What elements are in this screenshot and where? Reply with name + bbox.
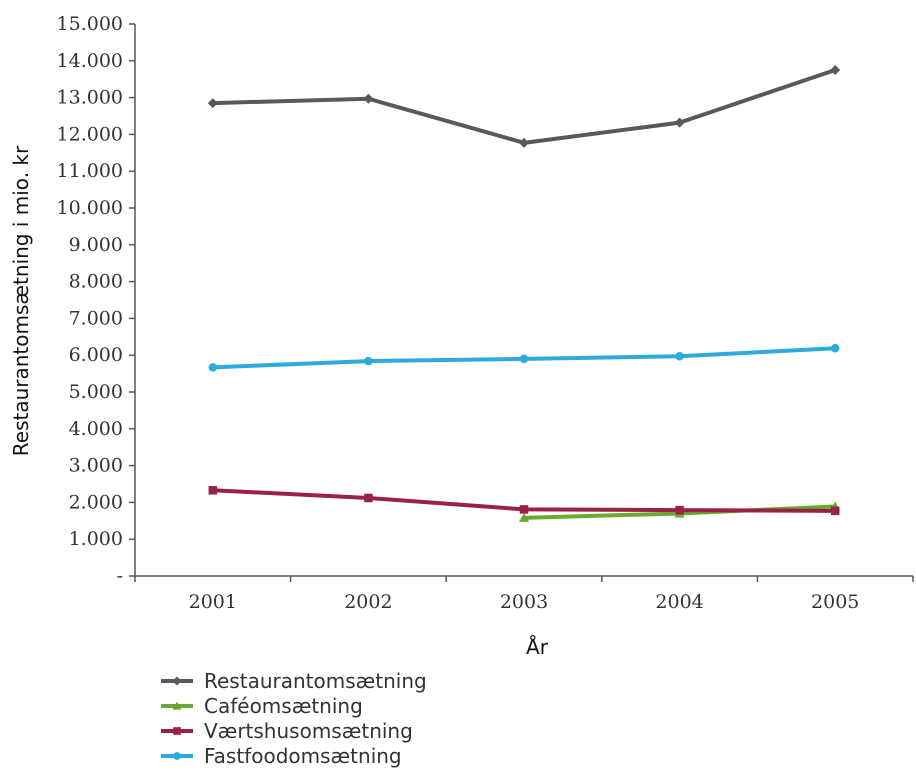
data-point <box>208 363 218 372</box>
legend-item: Restaurantomsætning <box>161 669 427 693</box>
y-tick-label: 14.000 <box>57 50 123 72</box>
data-point <box>519 512 529 522</box>
x-tick-label: 2001 <box>189 591 237 613</box>
data-point <box>364 493 373 503</box>
y-tick-label: 3.000 <box>69 455 123 477</box>
legend-item: Caféomsætning <box>161 694 363 718</box>
legend: RestaurantomsætningCaféomsætningVærtshus… <box>161 669 427 768</box>
data-point <box>519 137 529 148</box>
y-tick-label: 2.000 <box>69 491 123 513</box>
legend-item: Fastfoodomsætning <box>161 744 402 768</box>
x-tick-label: 2004 <box>655 591 703 613</box>
data-point <box>364 356 373 366</box>
x-axis-title: År <box>526 635 549 659</box>
y-tick-label: 10.000 <box>57 197 123 219</box>
legend-label: Værtshusomsætning <box>204 719 413 743</box>
y-tick-label: 6.000 <box>69 344 123 366</box>
series-group <box>208 343 840 372</box>
series-group <box>207 65 841 148</box>
data-point <box>675 352 684 361</box>
legend-label: Fastfoodomsætning <box>204 744 402 768</box>
data-point <box>207 98 218 109</box>
data-point <box>173 727 181 735</box>
data-point <box>208 486 218 495</box>
x-axis: 2001 2002 2003 2004 2005 <box>134 575 914 613</box>
y-tick-label: 15.000 <box>57 13 123 35</box>
data-point <box>830 343 840 353</box>
series-layer <box>207 65 841 522</box>
data-point <box>172 676 182 686</box>
y-tick-label: 13.000 <box>57 87 123 109</box>
y-tick-label: - <box>117 565 123 587</box>
data-point <box>674 117 685 128</box>
y-tick-label: 9.000 <box>69 234 123 256</box>
series-line <box>210 68 838 145</box>
data-point <box>172 701 182 710</box>
data-point <box>519 505 529 514</box>
data-point <box>173 752 181 760</box>
legend-item: Værtshusomsætning <box>161 719 413 743</box>
data-point <box>830 65 841 75</box>
data-point <box>363 93 374 104</box>
legend-label: Restaurantomsætning <box>204 669 427 693</box>
x-tick-label: 2003 <box>500 591 548 613</box>
series-group <box>208 486 840 516</box>
y-tick-label: 5.000 <box>69 381 123 403</box>
y-tick-label: 12.000 <box>57 123 123 145</box>
y-tick-label: 7.000 <box>69 307 123 329</box>
legend-label: Caféomsætning <box>204 694 363 718</box>
data-point <box>830 506 840 516</box>
x-tick-label: 2002 <box>344 591 392 613</box>
y-tick-label: 4.000 <box>69 418 123 440</box>
y-tick-label: 11.000 <box>57 160 123 182</box>
y-tick-label: 8.000 <box>69 271 123 293</box>
y-tick-label: 1.000 <box>69 528 123 550</box>
data-point <box>519 354 529 364</box>
y-axis-title: Restaurantomsætning i mio. kr <box>9 145 33 456</box>
y-axis: - 1.000 2.000 3.000 4.000 5.000 6.000 7.000 8.00… <box>57 13 136 587</box>
data-point <box>675 505 684 515</box>
x-tick-label: 2005 <box>811 591 859 613</box>
